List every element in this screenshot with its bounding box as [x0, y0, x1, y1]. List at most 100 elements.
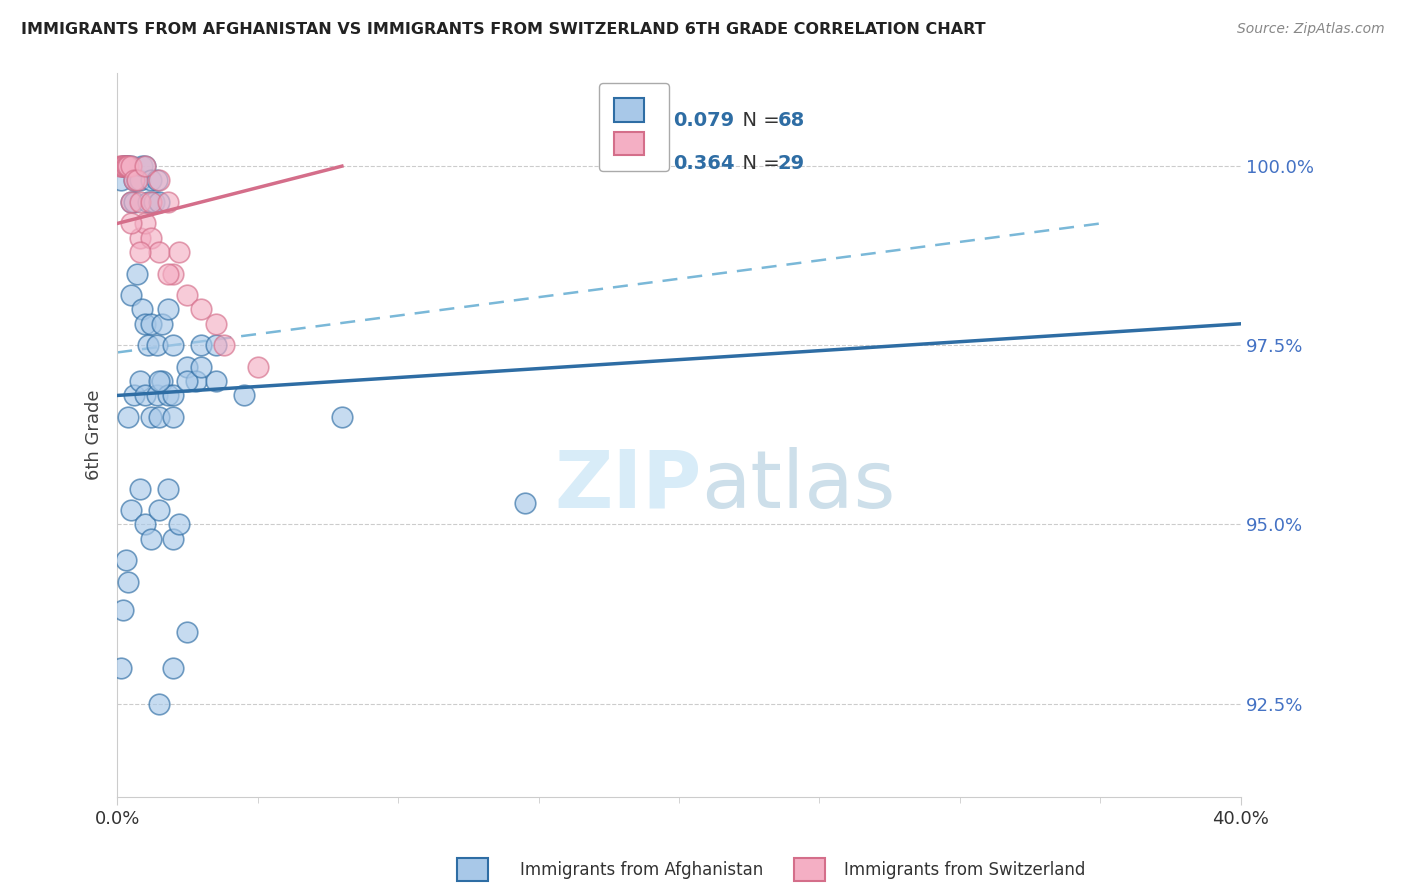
Point [162, 661, 184, 675]
Point [110, 173, 132, 187]
Point [176, 288, 198, 302]
Point [125, 173, 148, 187]
Point [204, 374, 226, 388]
Point [246, 359, 269, 374]
Point [134, 388, 156, 402]
Point [156, 388, 179, 402]
Point [117, 159, 139, 173]
Point [142, 194, 165, 209]
Point [111, 603, 134, 617]
Point [136, 194, 159, 209]
Point [139, 409, 162, 424]
Point [139, 532, 162, 546]
Point [148, 194, 170, 209]
Text: Source: ZipAtlas.com: Source: ZipAtlas.com [1237, 22, 1385, 37]
Point [120, 288, 142, 302]
Point [134, 159, 156, 173]
Point [184, 374, 207, 388]
Point [120, 503, 142, 517]
Point [122, 173, 145, 187]
Point [128, 231, 150, 245]
Point [110, 159, 132, 173]
Point [150, 374, 173, 388]
Point [134, 159, 156, 173]
Text: 29: 29 [778, 154, 806, 173]
Point [162, 388, 184, 402]
Point [136, 338, 159, 352]
Y-axis label: 6th Grade: 6th Grade [86, 390, 103, 480]
Point [148, 374, 170, 388]
Text: 0.079: 0.079 [673, 111, 734, 129]
Point [190, 338, 212, 352]
Point [156, 194, 179, 209]
Point [232, 388, 254, 402]
Point [128, 374, 150, 388]
Text: R =: R = [628, 154, 671, 173]
Point [167, 517, 190, 532]
Point [128, 245, 150, 260]
Text: 68: 68 [778, 111, 806, 129]
Point [150, 317, 173, 331]
Point [120, 194, 142, 209]
Point [139, 317, 162, 331]
Point [125, 173, 148, 187]
Point [176, 374, 198, 388]
Point [111, 159, 134, 173]
Point [513, 496, 536, 510]
Point [128, 194, 150, 209]
Point [117, 574, 139, 589]
Point [110, 661, 132, 675]
Point [120, 159, 142, 173]
Text: Immigrants from Switzerland: Immigrants from Switzerland [844, 861, 1085, 879]
Point [117, 159, 139, 173]
Point [114, 159, 136, 173]
Point [190, 359, 212, 374]
Point [112, 159, 135, 173]
Text: 0.364: 0.364 [673, 154, 735, 173]
Point [139, 231, 162, 245]
Point [125, 267, 148, 281]
Point [139, 194, 162, 209]
Point [114, 159, 136, 173]
Point [134, 217, 156, 231]
Point [204, 338, 226, 352]
Point [115, 159, 138, 173]
Point [128, 482, 150, 496]
Point [176, 359, 198, 374]
Point [117, 409, 139, 424]
Point [162, 267, 184, 281]
Point [134, 317, 156, 331]
Point [190, 302, 212, 317]
Point [145, 173, 167, 187]
Point [148, 245, 170, 260]
Point [167, 245, 190, 260]
Point [120, 217, 142, 231]
Text: N =: N = [730, 154, 786, 173]
Point [145, 338, 167, 352]
Point [148, 697, 170, 711]
Point [204, 317, 226, 331]
Point [111, 159, 134, 173]
Legend: , : , [599, 83, 669, 171]
Point [139, 173, 162, 187]
Point [148, 173, 170, 187]
Text: IMMIGRANTS FROM AFGHANISTAN VS IMMIGRANTS FROM SWITZERLAND 6TH GRADE CORRELATION: IMMIGRANTS FROM AFGHANISTAN VS IMMIGRANT… [21, 22, 986, 37]
Text: N =: N = [730, 111, 786, 129]
Point [176, 624, 198, 639]
Point [122, 388, 145, 402]
Point [131, 159, 153, 173]
Text: R =: R = [628, 111, 671, 129]
Text: Immigrants from Afghanistan: Immigrants from Afghanistan [520, 861, 763, 879]
Point [162, 338, 184, 352]
Point [148, 409, 170, 424]
Point [128, 173, 150, 187]
Point [156, 482, 179, 496]
Point [120, 194, 142, 209]
Point [330, 409, 353, 424]
Text: ZIP: ZIP [554, 447, 702, 524]
Point [156, 302, 179, 317]
Point [145, 388, 167, 402]
Point [162, 532, 184, 546]
Point [115, 159, 138, 173]
Point [114, 553, 136, 567]
